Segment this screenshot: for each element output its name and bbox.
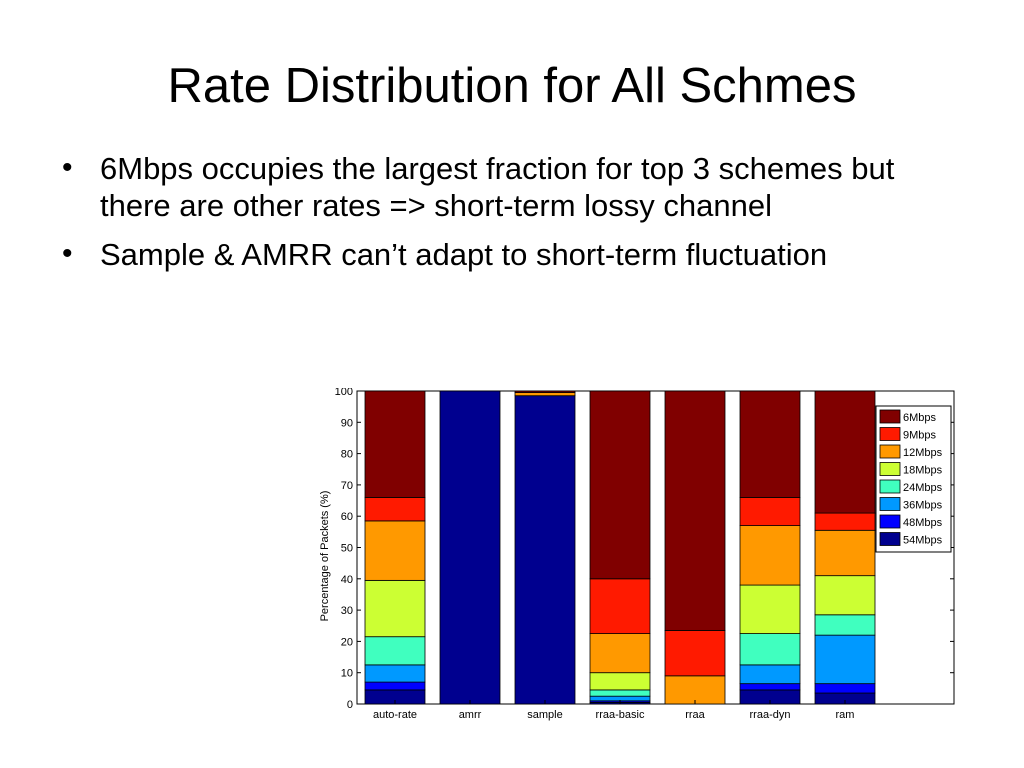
- legend-label: 24Mbps: [903, 482, 943, 494]
- bar-segment-18Mbps: [739, 584, 801, 634]
- bar-segment-12Mbps: [814, 529, 876, 577]
- slide-title: Rate Distribution for All Schmes: [167, 59, 857, 113]
- legend-swatch: [879, 444, 901, 459]
- x-tick-label: rraa-dyn: [750, 709, 791, 721]
- y-tick-label: 40: [341, 574, 353, 586]
- legend-swatch: [879, 479, 901, 494]
- bullet-item: • 6Mbps occupies the largest fraction fo…: [60, 150, 960, 224]
- bar-segment-24Mbps: [739, 633, 801, 666]
- legend-label: 18Mbps: [903, 465, 943, 477]
- legend-label: 9Mbps: [903, 430, 937, 442]
- legend-swatch: [879, 497, 901, 511]
- bar-segment-6Mbps: [739, 390, 801, 498]
- y-tick-label: 50: [341, 543, 353, 555]
- bar-segment-36Mbps: [364, 664, 426, 683]
- bar-segment-12Mbps: [664, 675, 726, 705]
- bar-segment-48Mbps: [739, 683, 801, 691]
- bullet-dot-icon: •: [62, 151, 73, 184]
- bar-segment-18Mbps: [364, 579, 426, 638]
- bar-segment-18Mbps: [814, 575, 876, 616]
- bar-segment-6Mbps: [514, 390, 576, 393]
- bullet-item: • Sample & AMRR can’t adapt to short-ter…: [60, 236, 960, 273]
- rate-distribution-chart: Percentage of Packets (%) 0 10 20 30 40 50 60 7…: [314, 388, 962, 728]
- y-tick-label: 100: [335, 388, 353, 398]
- legend-label: 36Mbps: [903, 500, 943, 512]
- x-tick-label: ram: [836, 709, 855, 721]
- bullet-list: • 6Mbps occupies the largest fraction fo…: [60, 150, 960, 286]
- bullet-text: 6Mbps occupies the largest fraction for …: [100, 151, 895, 224]
- bar-segment-6Mbps: [814, 390, 876, 514]
- y-tick-label: 70: [341, 480, 353, 492]
- y-tick-label: 10: [341, 668, 353, 680]
- bullet-dot-icon: •: [62, 237, 73, 271]
- bar-segment-9Mbps: [364, 497, 426, 522]
- bar-segment-9Mbps: [664, 630, 726, 677]
- bar-segment-24Mbps: [364, 636, 426, 666]
- bar-segment-12Mbps: [739, 525, 801, 586]
- y-tick-label: 60: [341, 511, 353, 523]
- bar-segment-12Mbps: [514, 392, 576, 397]
- legend-swatch: [879, 409, 901, 424]
- bar-segment-12Mbps: [589, 633, 651, 674]
- bullet-text: Sample & AMRR can’t adapt to short-term …: [100, 237, 828, 273]
- y-tick-label: 30: [341, 605, 353, 617]
- legend-label: 48Mbps: [903, 517, 943, 529]
- legend-swatch: [879, 462, 901, 476]
- legend-swatch: [879, 514, 901, 529]
- y-axis-label: Percentage of Packets (%): [319, 491, 331, 622]
- bar-segment-54Mbps: [439, 390, 501, 705]
- legend-swatch: [879, 427, 901, 441]
- y-tick-label: 0: [347, 699, 353, 711]
- bar-segment-24Mbps: [814, 614, 876, 636]
- bar-segment-6Mbps: [364, 390, 426, 498]
- legend-label: 6Mbps: [903, 412, 937, 424]
- bar-segment-24Mbps: [589, 689, 651, 697]
- bar-segment-18Mbps: [589, 672, 651, 691]
- x-tick-label: amrr: [459, 709, 482, 721]
- y-tick-label: 20: [341, 636, 353, 648]
- bar-segment-9Mbps: [589, 578, 651, 634]
- y-tick-label: 90: [341, 417, 353, 429]
- legend-label: 54Mbps: [903, 535, 943, 547]
- bar-segment-36Mbps: [814, 634, 876, 685]
- bar-segment-36Mbps: [739, 664, 801, 685]
- bar-segment-9Mbps: [814, 512, 876, 531]
- x-tick-label: rraa-basic: [596, 709, 645, 721]
- bar-segment-54Mbps: [514, 395, 576, 705]
- bar-segment-6Mbps: [664, 390, 726, 631]
- bar-segment-48Mbps: [364, 681, 426, 691]
- y-tick-label: 80: [341, 449, 353, 461]
- bar-segment-6Mbps: [589, 390, 651, 580]
- legend-swatch: [879, 532, 901, 546]
- bar-segment-48Mbps: [814, 683, 876, 694]
- legend-label: 12Mbps: [903, 447, 943, 459]
- x-tick-label: auto-rate: [373, 709, 417, 721]
- x-tick-label: sample: [527, 709, 562, 721]
- x-tick-label: rraa: [685, 709, 705, 721]
- bar-segment-9Mbps: [739, 497, 801, 526]
- bar-segment-12Mbps: [364, 520, 426, 581]
